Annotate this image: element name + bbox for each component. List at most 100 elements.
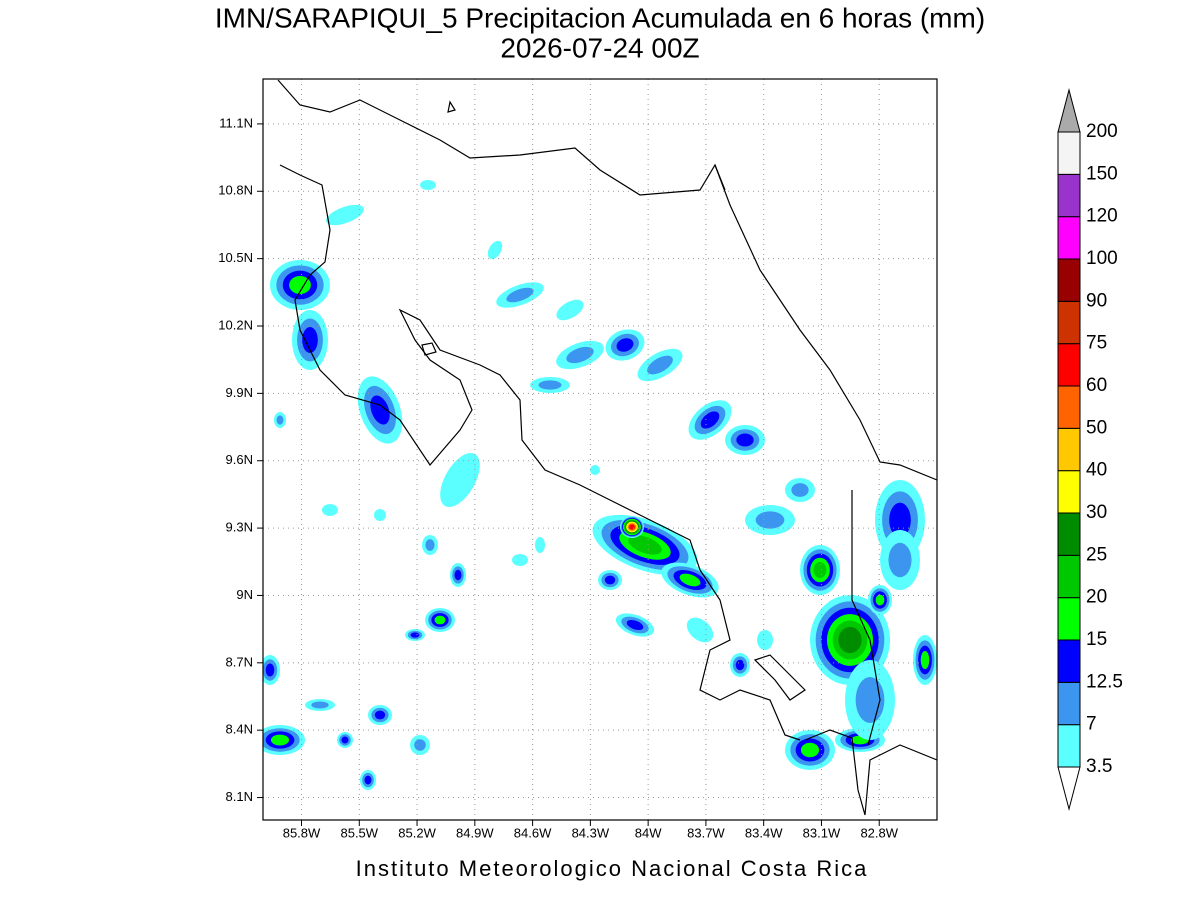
precip-area	[686, 617, 714, 643]
colorbar-label: 120	[1086, 206, 1118, 227]
colorbar-label: 150	[1086, 163, 1118, 184]
colorbar-segment	[1057, 554, 1081, 599]
lat-tick-label: 9.6N	[226, 452, 253, 467]
graticule: 8.1N 8.4N 8.7N 9N 9.3N 9.6N 9.9N 10.2N 10.5N 10.8…	[218, 79, 937, 840]
precip-area	[538, 380, 562, 390]
precip-area	[875, 594, 885, 606]
lat-tick-label: 8.7N	[226, 654, 253, 669]
precip-area	[755, 511, 785, 529]
colorbar-segment	[1057, 597, 1081, 641]
precip-area	[791, 483, 809, 497]
precip-area	[757, 630, 773, 650]
coastline	[753, 654, 806, 701]
precip-area	[556, 299, 584, 321]
lon-tick-label: 83.7W	[687, 825, 725, 840]
map-frame	[262, 78, 938, 821]
colorbar-segment	[1057, 639, 1081, 683]
precip-area	[920, 650, 930, 670]
precip-area	[535, 537, 545, 553]
lon-tick-label: 84.3W	[572, 825, 610, 840]
colorbar-segment	[1057, 470, 1081, 514]
colorbar-label: 75	[1086, 333, 1107, 354]
lat-tick-label: 8.1N	[226, 789, 253, 804]
coastline	[279, 164, 801, 741]
precip-area	[440, 452, 480, 508]
lon-tick-label: 84.6W	[514, 825, 552, 840]
colorbar-label: 15	[1086, 629, 1107, 650]
colorbar-segment	[1057, 681, 1081, 726]
colorbar-label: 12.5	[1086, 671, 1123, 692]
colorbar-label: 40	[1086, 460, 1107, 481]
precip-area	[289, 275, 311, 295]
precip-area	[838, 626, 862, 654]
coastline	[714, 164, 937, 481]
lat-tick-label: 10.5N	[218, 250, 253, 265]
precip-area	[370, 395, 390, 425]
lon-tick-label: 85.2W	[398, 825, 436, 840]
precip-area	[414, 739, 426, 751]
precip-area	[700, 411, 720, 429]
colorbar-segment	[1057, 173, 1081, 218]
colorbar-label: 100	[1086, 248, 1118, 269]
colorbar-label: 90	[1086, 290, 1107, 311]
lat-tick-label: 8.4N	[226, 722, 253, 737]
lon-tick-label: 84.9W	[456, 825, 494, 840]
colorbar-label: 60	[1086, 375, 1107, 396]
precip-area	[270, 734, 290, 746]
precip-area	[302, 327, 318, 353]
map-subtitle: 2026-07-24 00Z	[500, 32, 699, 63]
precip-area	[616, 338, 634, 352]
colorbar-label: 30	[1086, 502, 1107, 523]
precip-area	[889, 502, 911, 538]
colorbar-segment	[1057, 131, 1081, 175]
colorbar-segment	[1057, 343, 1081, 387]
colorbar-segment	[1057, 427, 1081, 472]
precip-area	[604, 575, 616, 585]
precip-area	[813, 562, 827, 578]
colorbar-under	[1057, 766, 1081, 811]
colorbar-segment	[1057, 300, 1081, 345]
precip-area	[265, 663, 275, 677]
precip-area	[311, 701, 329, 709]
coastline	[804, 729, 937, 816]
precip-area	[374, 710, 386, 720]
lat-tick-label: 10.8N	[218, 183, 253, 198]
precip-area	[374, 509, 386, 521]
lon-tick-label: 84W	[635, 825, 662, 840]
precip-area	[276, 415, 284, 425]
colorbar-label: 200	[1086, 121, 1118, 142]
colorbar-over	[1057, 88, 1081, 133]
colorbar: 3.5 7 12.5 15 20 25 30 40 50 60 75 90 100 120 150 200	[1057, 88, 1123, 811]
precip-area	[454, 569, 462, 581]
lake	[421, 100, 456, 356]
precip-area	[626, 619, 644, 631]
lat-tick-label: 9N	[236, 587, 253, 602]
border	[851, 490, 881, 746]
precip-area	[647, 355, 673, 375]
lat-tick-label: 9.3N	[226, 520, 253, 535]
precip-area	[800, 742, 820, 758]
colorbar-segment	[1057, 216, 1081, 260]
precip-area	[629, 524, 635, 530]
precip-area	[434, 615, 446, 625]
precip-area	[487, 240, 503, 260]
lon-tick-label: 83.1W	[803, 825, 841, 840]
precip-area	[364, 775, 372, 785]
colorbar-label: 25	[1086, 544, 1107, 565]
lat-tick-label: 11.1N	[219, 115, 253, 130]
precip-area	[628, 535, 662, 555]
lon-tick-label: 82.8W	[860, 825, 898, 840]
colorbar-segment	[1057, 385, 1081, 429]
colorbar-label: 50	[1086, 417, 1107, 438]
lon-tick-label: 85.8W	[283, 825, 321, 840]
precip-area	[341, 736, 349, 744]
precip-area	[888, 542, 912, 578]
colorbar-label: 20	[1086, 587, 1107, 608]
colorbar-segment	[1057, 258, 1081, 302]
colorbar-segment	[1057, 512, 1081, 556]
precip-area	[679, 573, 701, 587]
credit: Instituto Meteorologico Nacional Costa R…	[356, 856, 869, 881]
precip-area	[566, 346, 594, 364]
precip-area	[506, 287, 534, 303]
